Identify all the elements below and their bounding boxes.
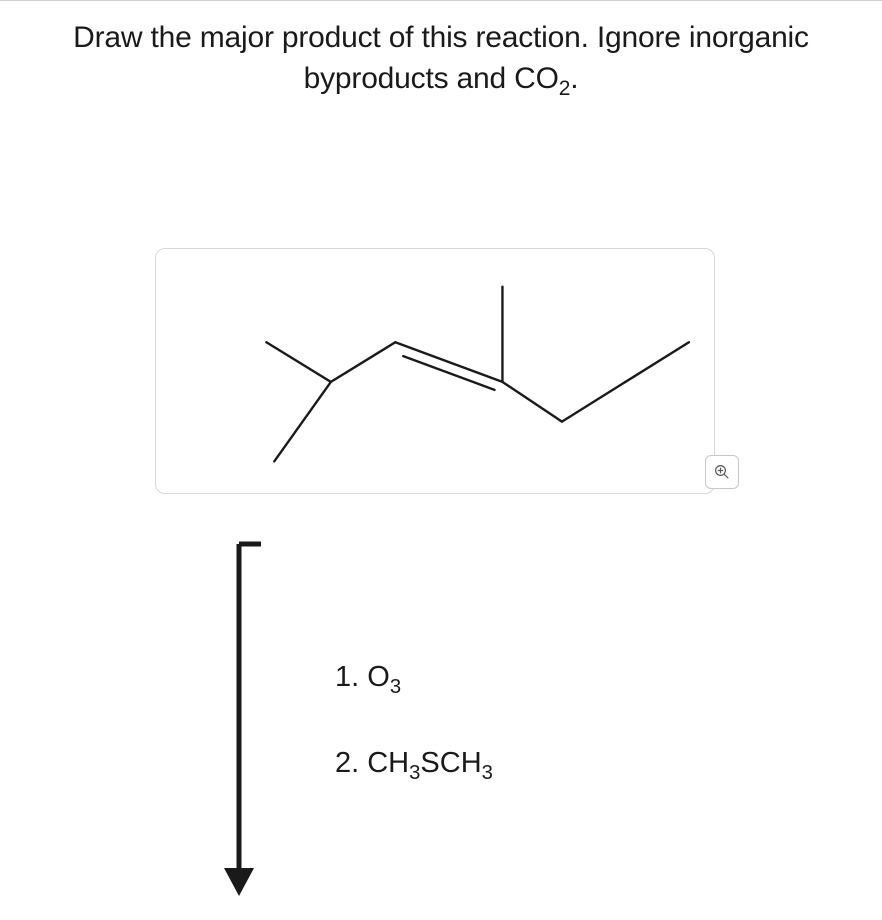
reagent2-sub1: 3 (409, 762, 420, 784)
reagent1-sub: 3 (390, 676, 401, 698)
reagent2-sub2: 3 (482, 762, 493, 784)
reagent-step-2: 2. CH3SCH3 (335, 749, 493, 783)
reagent2-mid: SCH (420, 747, 481, 779)
question-line1: Draw the major product of this reaction.… (73, 21, 809, 54)
reaction-arrow-region: 1. O3 2. CH3SCH3 (200, 538, 700, 898)
question-text: Draw the major product of this reaction.… (20, 18, 862, 103)
reaction-arrow (209, 538, 269, 898)
reagent2-prefix: 2. CH (335, 747, 409, 779)
zoom-button[interactable] (705, 455, 739, 489)
reagent1-prefix: 1. O (335, 661, 390, 693)
zoom-in-icon (713, 463, 731, 481)
question-line2-sub: 2 (559, 77, 570, 100)
reagent-step-1: 1. O3 (335, 663, 493, 697)
structure-panel[interactable] (155, 248, 715, 494)
top-divider (0, 0, 882, 1)
reagents: 1. O3 2. CH3SCH3 (335, 663, 493, 835)
molecule-svg (156, 249, 714, 493)
question-line2-post: . (570, 62, 578, 95)
question-line2-pre: byproducts and CO (304, 62, 559, 95)
